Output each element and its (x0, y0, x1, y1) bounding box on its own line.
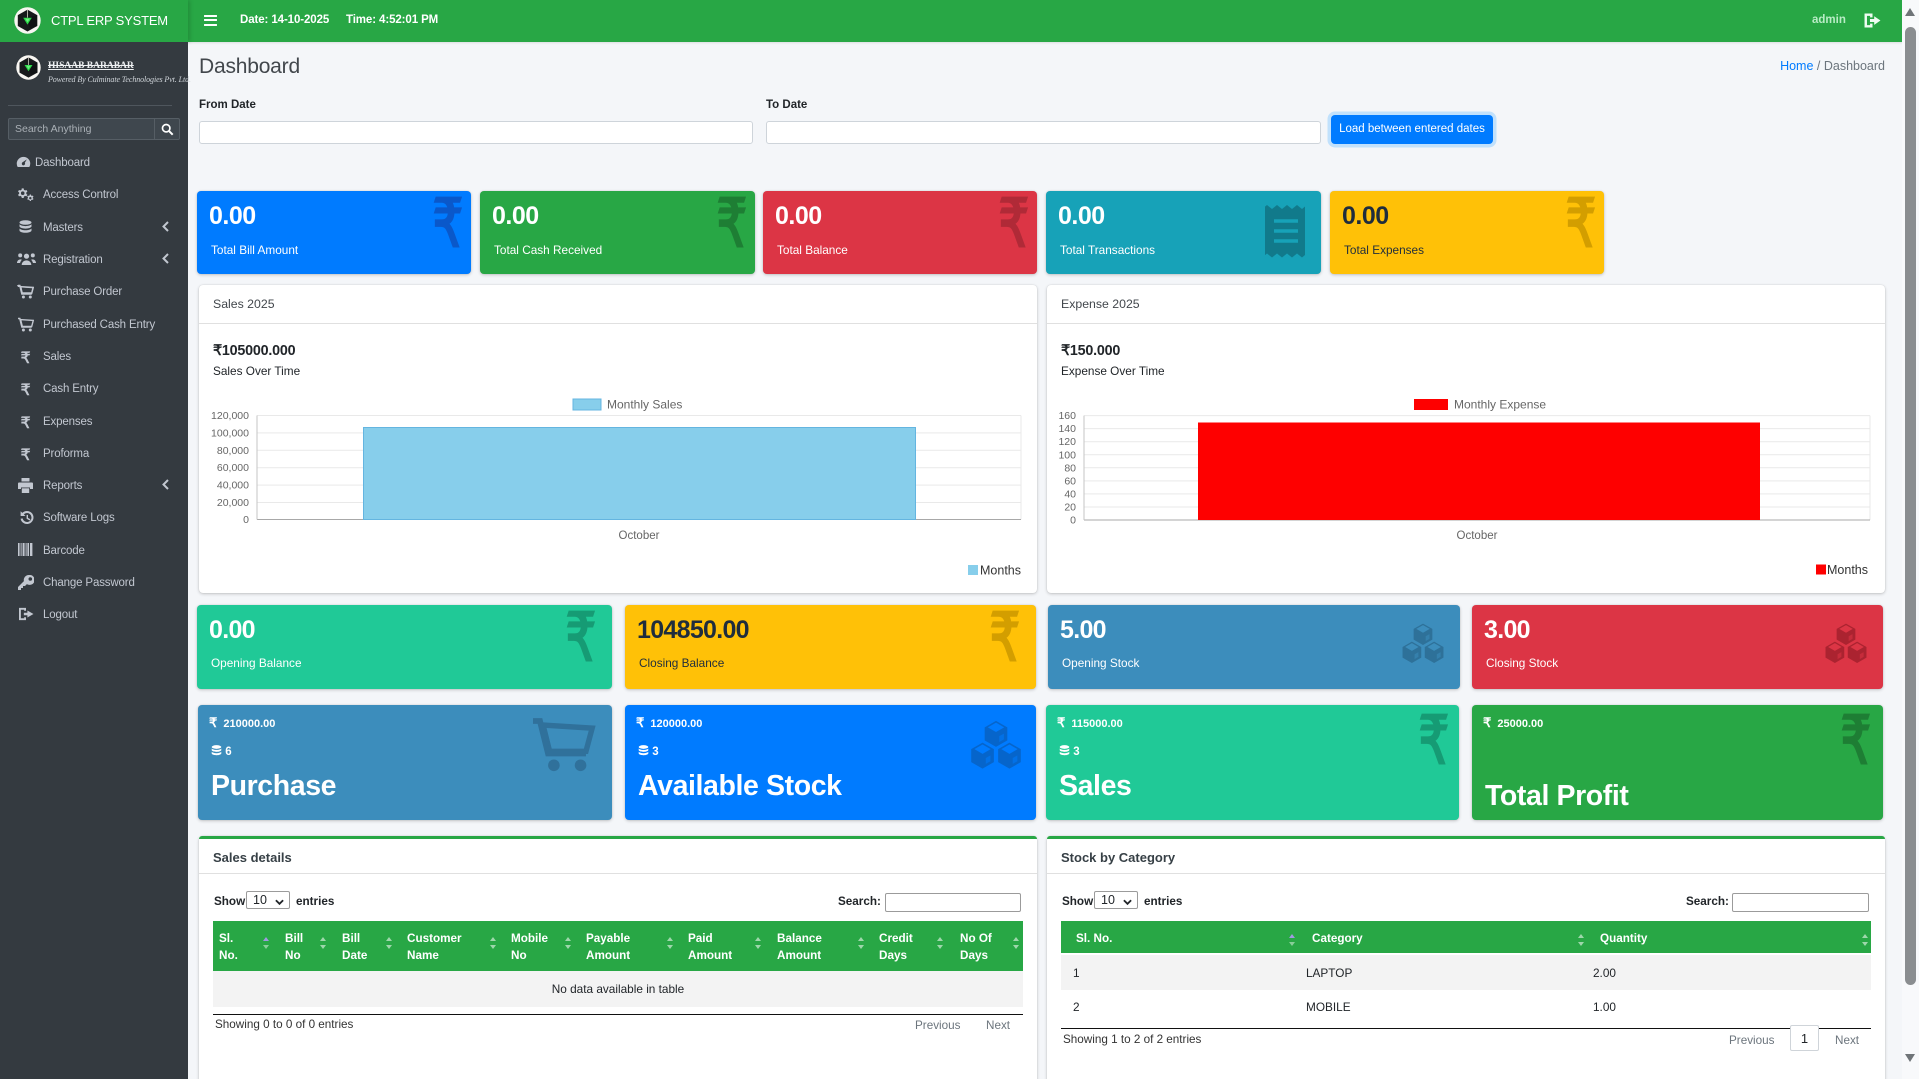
svg-text:60: 60 (1064, 475, 1076, 487)
svg-text:80,000: 80,000 (217, 445, 249, 457)
svg-text:0: 0 (1070, 515, 1076, 527)
svg-text:100,000: 100,000 (211, 427, 249, 439)
svg-text:100: 100 (1058, 449, 1076, 461)
svg-text:October: October (619, 530, 660, 542)
svg-text:20,000: 20,000 (217, 497, 249, 509)
svg-text:40,000: 40,000 (217, 480, 249, 492)
svg-text:60,000: 60,000 (217, 462, 249, 474)
svg-text:October: October (1457, 530, 1498, 542)
svg-text:40: 40 (1064, 488, 1076, 500)
svg-text:80: 80 (1064, 462, 1076, 474)
svg-text:Monthly Expense: Monthly Expense (1454, 398, 1546, 412)
svg-text:140: 140 (1058, 423, 1076, 435)
svg-text:Months: Months (980, 564, 1021, 578)
svg-text:Months: Months (1827, 563, 1868, 577)
svg-text:0: 0 (243, 514, 249, 526)
svg-text:160: 160 (1058, 410, 1076, 422)
svg-text:Monthly Sales: Monthly Sales (607, 398, 682, 412)
svg-text:120: 120 (1058, 436, 1076, 448)
svg-text:20: 20 (1064, 502, 1076, 514)
svg-text:120,000: 120,000 (211, 410, 249, 422)
